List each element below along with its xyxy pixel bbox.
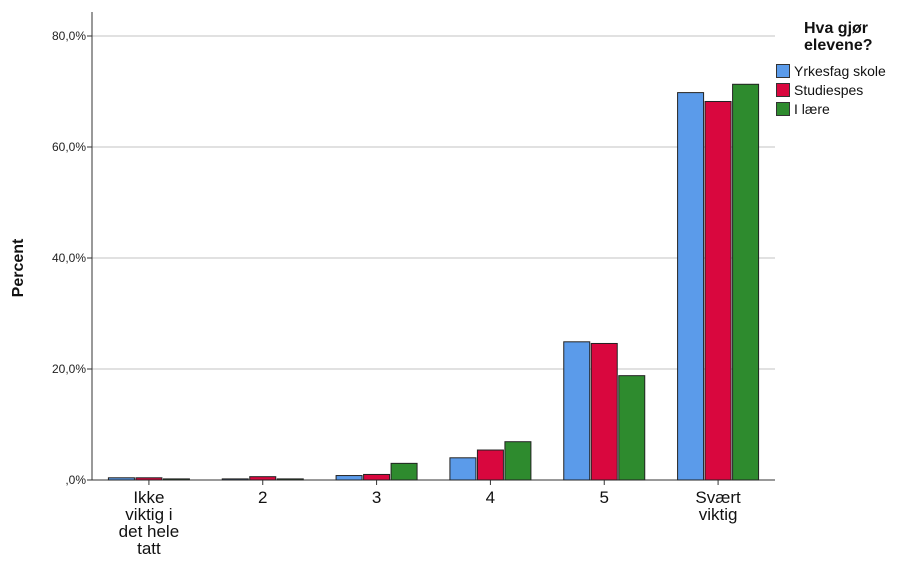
bar [449,457,477,481]
y-tick-label: 40,0% [52,251,86,265]
legend-swatch [776,63,790,78]
bar [476,449,504,481]
bar [732,83,760,481]
y-tick-label: 60,0% [52,140,86,154]
bar [618,375,646,481]
bar [704,100,732,481]
x-tick-label: det hele [119,522,180,541]
legend-label: Studiespes [794,81,864,98]
bar [590,342,618,481]
y-tick-label: ,0% [65,473,86,487]
x-tick-label: 5 [600,488,609,507]
x-tick-label: viktig i [125,505,172,524]
bar [677,92,705,481]
y-tick-label: 80,0% [52,29,86,43]
y-axis-title: Percent [10,238,27,297]
x-tick-label: Svært [695,488,741,507]
bar [335,475,363,481]
bar [162,478,190,481]
x-tick-label: Ikke [133,488,164,507]
legend-label: I lære [794,100,830,117]
x-tick-label: viktig [699,505,738,524]
bar [221,478,249,481]
x-tick-label: 3 [372,488,381,507]
legend-item: Yrkesfag skole [776,61,914,80]
bar [504,441,532,481]
bar [390,462,418,481]
legend-label: Yrkesfag skole [794,62,886,79]
legend-swatch [776,101,790,116]
bar [563,341,591,481]
x-tick-label: 4 [486,488,495,507]
x-tick-label: tatt [137,539,161,558]
legend-item: Studiespes [776,80,914,99]
bar [276,478,304,481]
legend-items: Yrkesfag skole Studiespes I lære [776,61,914,118]
x-tick-label: 2 [258,488,267,507]
y-tick-label: 20,0% [52,362,86,376]
legend-title-line: Hva gjør [804,20,869,37]
bar [107,477,135,481]
legend-title-line: elevene? [804,37,873,54]
bar [249,476,277,481]
legend-item: I lære [776,99,914,118]
legend-swatch [776,82,790,97]
legend-title: Hva gjør elevene? [804,20,914,54]
legend: Hva gjør elevene? Yrkesfag skole Studiesp… [776,20,914,118]
bar [363,473,391,481]
bar [135,477,163,481]
